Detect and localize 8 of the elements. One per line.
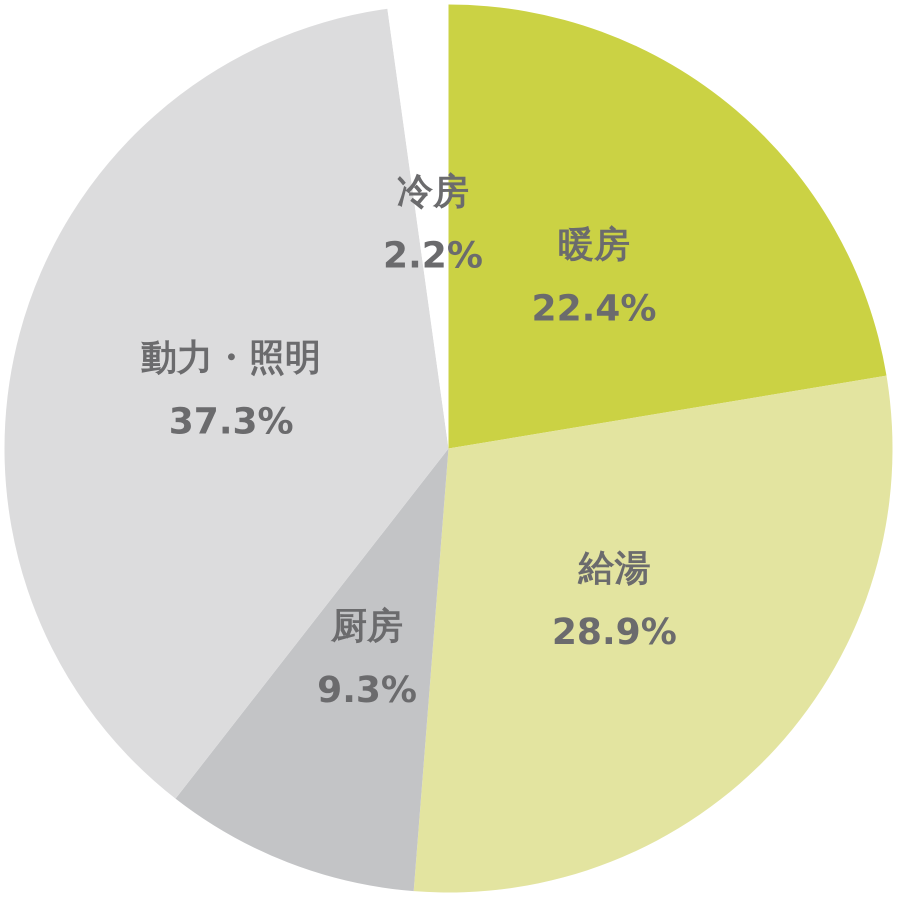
data-label: 37.3% bbox=[168, 402, 294, 443]
data-label: 9.3% bbox=[317, 670, 417, 711]
data-label: 28.9% bbox=[552, 612, 677, 654]
slice-label: 暖房 bbox=[558, 224, 630, 266]
slice-label: 厨房 bbox=[330, 606, 404, 647]
slice-label: 給湯 bbox=[577, 548, 650, 590]
data-label: 22.4% bbox=[532, 288, 656, 330]
slice-label: 動力・照明 bbox=[141, 338, 322, 379]
